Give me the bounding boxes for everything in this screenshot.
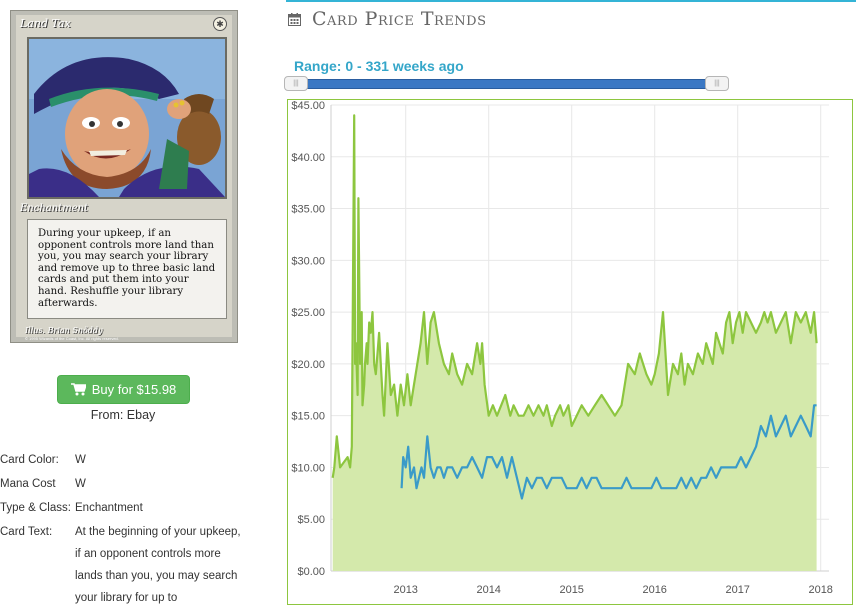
buy-source: From: Ebay — [90, 408, 156, 422]
price-chart: $0.00 $5.00 $10.00 $15.00 $20.00 $25.00 $30.00… — [287, 99, 853, 605]
series-1-line — [400, 404, 817, 500]
series-0-line — [331, 114, 818, 478]
x-tick-label: 2017 — [725, 584, 749, 596]
y-tick-label: $40.00 — [291, 152, 325, 164]
card-name: Land Tax — [20, 17, 71, 30]
x-tick-label: 2013 — [393, 584, 417, 596]
range-slider-track[interactable] — [294, 79, 719, 89]
x-tick-label: 2014 — [476, 584, 500, 596]
detail-value: W — [75, 478, 86, 490]
calendar-icon — [288, 12, 301, 26]
price-chart-svg: $0.00 $5.00 $10.00 $15.00 $20.00 $25.00 $30.00… — [291, 100, 833, 596]
y-tick-label: $20.00 — [291, 359, 325, 371]
card-image: Land Tax ✱ — [10, 10, 238, 343]
y-tick-label: $5.00 — [297, 514, 325, 526]
y-tick-label: $10.00 — [291, 462, 325, 474]
y-tick-label: $30.00 — [291, 255, 325, 267]
card-illustrator: Illus. Brian Snõddy — [25, 326, 103, 335]
range-slider-max-handle[interactable]: ||| — [705, 76, 729, 91]
detail-row-type: Type & Class: Enchantment — [0, 500, 247, 524]
x-tick-label: 2015 — [559, 584, 583, 596]
cart-icon — [70, 383, 86, 396]
buy-button-label: Buy for $15.98 — [91, 382, 177, 397]
detail-label: Mana Cost — [0, 478, 56, 490]
card-type-line: Enchantment — [20, 203, 89, 214]
card-copyright: © 1995 Wizards of the Coast, Inc. All ri… — [25, 336, 119, 341]
detail-label: Type & Class: — [0, 502, 71, 514]
range-slider-min-handle[interactable]: ||| — [284, 76, 308, 91]
card-rules-text: During your upkeep, if an opponent contr… — [27, 219, 227, 319]
x-tick-label: 2016 — [642, 584, 666, 596]
card-details: Card Color: W Mana Cost W Type & Class: … — [0, 452, 247, 604]
x-tick-label: 2018 — [808, 584, 832, 596]
detail-row-color: Card Color: W — [0, 452, 247, 476]
artwork-illustration — [29, 39, 225, 197]
y-tick-label: $45.00 — [291, 100, 325, 112]
detail-label: Card Color: — [0, 454, 59, 466]
detail-row-mana-cost: Mana Cost W — [0, 476, 247, 500]
detail-row-text: Card Text: At the beginning of your upke… — [0, 524, 247, 604]
y-tick-label: $0.00 — [297, 566, 325, 578]
white-mana-icon: ✱ — [213, 17, 227, 31]
detail-value: W — [75, 454, 86, 466]
range-slider[interactable]: ||| ||| — [284, 75, 729, 95]
series-0-area — [332, 115, 817, 572]
trends-heading: Card Price Trends — [288, 8, 487, 30]
card-artwork — [27, 37, 227, 199]
buy-button[interactable]: Buy for $15.98 — [57, 375, 190, 404]
y-tick-label: $15.00 — [291, 411, 325, 423]
y-tick-label: $25.00 — [291, 307, 325, 319]
trends-title: Card Price Trends — [312, 8, 487, 30]
card-frame: Land Tax ✱ — [16, 15, 232, 341]
section-accent-line — [286, 0, 856, 2]
range-label: Range: 0 - 331 weeks ago — [294, 58, 464, 74]
detail-value: At the beginning of your upkeep, if an o… — [75, 526, 241, 604]
detail-label: Card Text: — [0, 526, 53, 538]
y-tick-label: $35.00 — [291, 204, 325, 216]
detail-value: Enchantment — [75, 502, 143, 514]
